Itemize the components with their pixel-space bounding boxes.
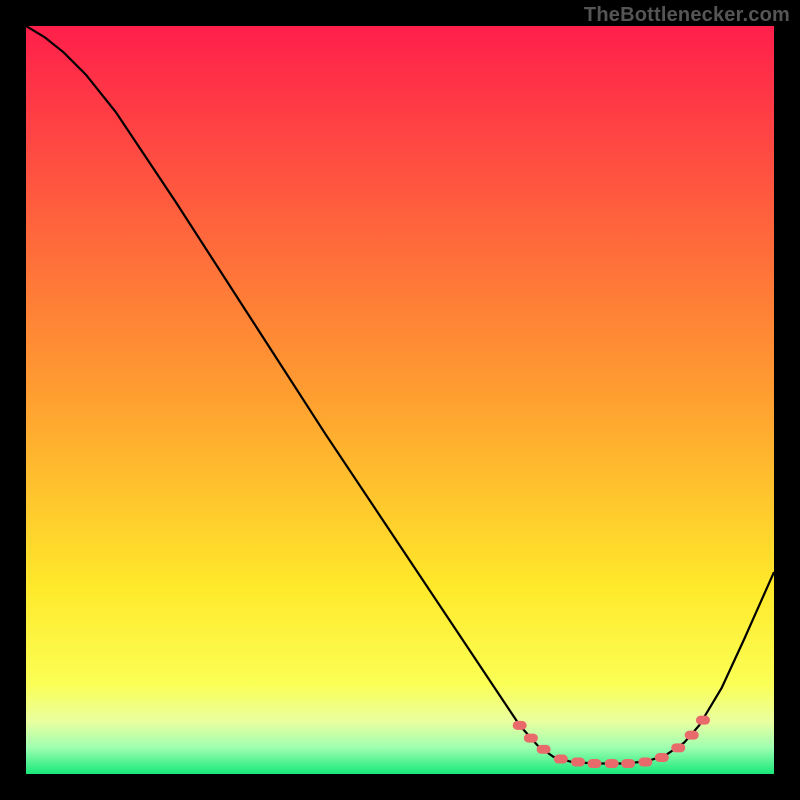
curve-marker	[655, 753, 669, 762]
curve-marker	[537, 745, 551, 754]
curve-marker	[696, 716, 710, 725]
curve-marker	[554, 755, 568, 764]
curve-marker	[513, 721, 527, 730]
gradient-background	[26, 26, 774, 774]
curve-marker	[671, 743, 685, 752]
plot-area	[26, 26, 774, 774]
chart-frame: TheBottlenecker.com	[0, 0, 800, 800]
curve-marker	[638, 758, 652, 767]
curve-marker	[605, 759, 619, 768]
curve-marker	[571, 758, 585, 767]
curve-marker	[524, 734, 538, 743]
plot-svg	[26, 26, 774, 774]
watermark-text: TheBottlenecker.com	[584, 4, 790, 27]
curve-marker	[587, 759, 601, 768]
curve-marker	[621, 759, 635, 768]
curve-marker	[685, 731, 699, 740]
